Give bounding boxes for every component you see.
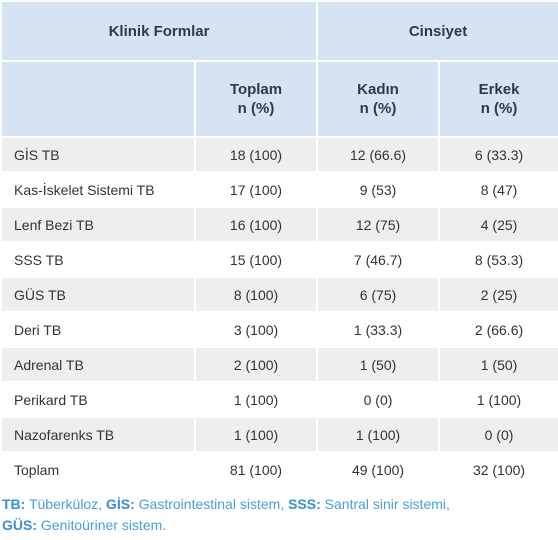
header-male: Erkek n (%) (438, 60, 558, 138)
row-name: Adrenal TB (0, 346, 196, 383)
footnote-abbr: TB: (2, 496, 26, 512)
row-total: 8 (100) (193, 276, 319, 313)
header-female-unit: n (%) (359, 100, 397, 117)
row-total: 81 (100) (193, 451, 319, 488)
table-row: Deri TB 3 (100) 1 (33.3) 2 (66.6) (0, 311, 558, 348)
header-blank (0, 60, 196, 138)
table-row: GÜS TB 8 (100) 6 (75) 2 (25) (0, 276, 558, 313)
table-row: Kas-İskelet Sistemi TB 17 (100) 9 (53) 8… (0, 171, 558, 208)
header-total-unit: n (%) (237, 100, 275, 117)
row-male: 8 (53.3) (438, 241, 558, 278)
header-clinical-forms: Klinik Formlar (0, 0, 319, 62)
header-gender: Cinsiyet (316, 0, 558, 62)
table-row: Lenf Bezi TB 16 (100) 12 (75) 4 (25) (0, 206, 558, 243)
row-total: 16 (100) (193, 206, 319, 243)
header-total: Toplam n (%) (193, 60, 319, 138)
table-row: GİS TB 18 (100) 12 (66.6) 6 (33.3) (0, 136, 558, 173)
table-row: SSS TB 15 (100) 7 (46.7) 8 (53.3) (0, 241, 558, 278)
row-total: 1 (100) (193, 381, 319, 418)
row-male: 4 (25) (438, 206, 558, 243)
footnote-text: Santral sinir sistemi, (320, 496, 450, 512)
table-row: Adrenal TB 2 (100) 1 (50) 1 (50) (0, 346, 558, 383)
header-total-label: Toplam (229, 81, 283, 98)
header-row-columns: Toplam n (%) Kadın n (%) Erkek n (%) (0, 60, 558, 138)
footnote-abbr: GİS: (106, 496, 135, 512)
footnote: TB: Tüberküloz, GİS: Gastrointestinal si… (0, 494, 558, 536)
header-male-unit: n (%) (480, 100, 518, 117)
row-name: Perikard TB (0, 381, 196, 418)
row-name: Deri TB (0, 311, 196, 348)
footnote-text: Tüberküloz, (25, 496, 106, 512)
header-female: Kadın n (%) (316, 60, 441, 138)
footnote-text: Genitoüriner sistem. (37, 517, 167, 533)
row-male: 2 (25) (438, 276, 558, 313)
row-total: 15 (100) (193, 241, 319, 278)
row-name: Toplam (0, 451, 196, 488)
table-row: Perikard TB 1 (100) 0 (0) 1 (100) (0, 381, 558, 418)
row-name: GİS TB (0, 136, 196, 173)
row-female: 49 (100) (316, 451, 441, 488)
clinical-forms-table: Klinik Formlar Cinsiyet Toplam n (%) Kad… (0, 0, 558, 488)
header-female-label: Kadın (357, 81, 399, 98)
row-female: 1 (100) (316, 416, 441, 453)
row-female: 0 (0) (316, 381, 441, 418)
row-female: 1 (33.3) (316, 311, 441, 348)
row-total: 1 (100) (193, 416, 319, 453)
row-male: 2 (66.6) (438, 311, 558, 348)
footnote-abbr: GÜS: (2, 517, 37, 533)
row-male: 1 (100) (438, 381, 558, 418)
row-name: SSS TB (0, 241, 196, 278)
row-female: 6 (75) (316, 276, 441, 313)
footnote-abbr: SSS: (288, 496, 321, 512)
row-total: 18 (100) (193, 136, 319, 173)
row-female: 9 (53) (316, 171, 441, 208)
row-female: 1 (50) (316, 346, 441, 383)
row-name: Lenf Bezi TB (0, 206, 196, 243)
row-total: 3 (100) (193, 311, 319, 348)
row-name: GÜS TB (0, 276, 196, 313)
row-male: 6 (33.3) (438, 136, 558, 173)
row-female: 7 (46.7) (316, 241, 441, 278)
footnote-text: Gastrointestinal sistem, (134, 496, 289, 512)
row-female: 12 (75) (316, 206, 441, 243)
row-total: 2 (100) (193, 346, 319, 383)
table-row: Nazofarenks TB 1 (100) 1 (100) 0 (0) (0, 416, 558, 453)
row-male: 1 (50) (438, 346, 558, 383)
row-name: Kas-İskelet Sistemi TB (0, 171, 196, 208)
row-male: 32 (100) (438, 451, 558, 488)
row-male: 8 (47) (438, 171, 558, 208)
row-female: 12 (66.6) (316, 136, 441, 173)
row-male: 0 (0) (438, 416, 558, 453)
table-row-total: Toplam 81 (100) 49 (100) 32 (100) (0, 451, 558, 488)
row-name: Nazofarenks TB (0, 416, 196, 453)
header-male-label: Erkek (478, 81, 520, 98)
row-total: 17 (100) (193, 171, 319, 208)
header-row-group: Klinik Formlar Cinsiyet (0, 0, 558, 62)
